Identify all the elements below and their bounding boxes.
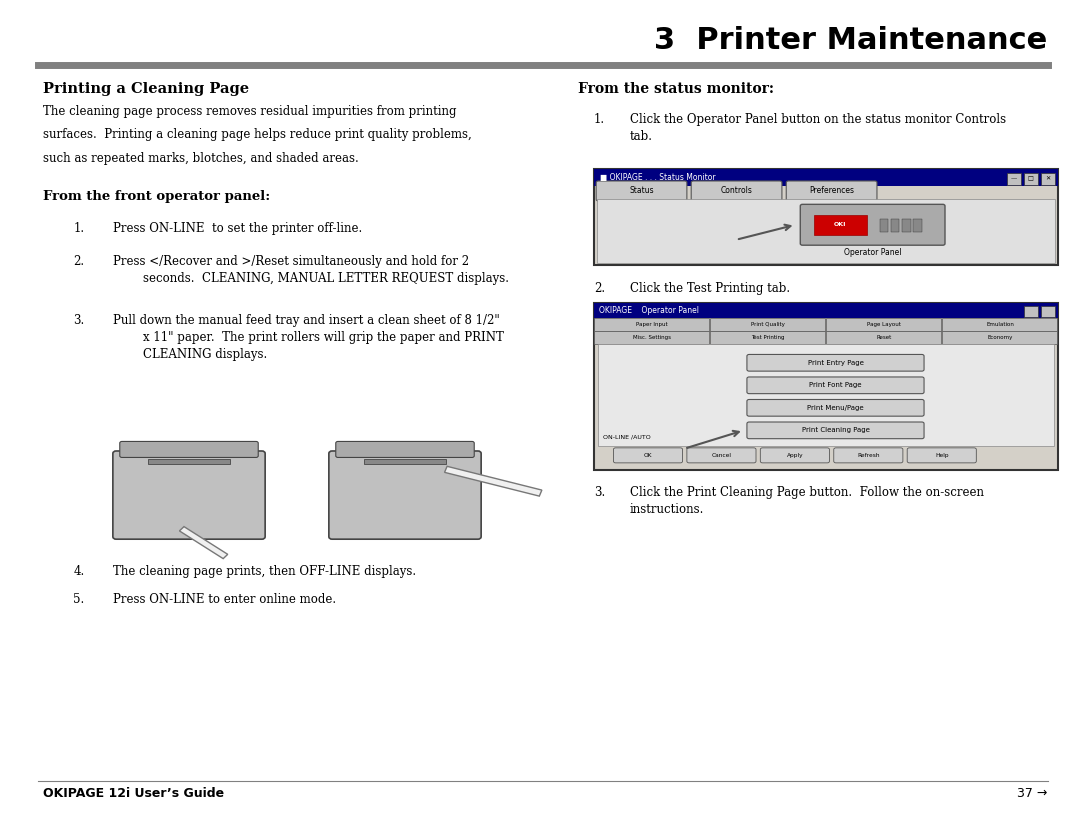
FancyBboxPatch shape [747,422,924,439]
Bar [942,318,1057,331]
FancyBboxPatch shape [112,451,266,540]
FancyBboxPatch shape [120,441,258,458]
Text: The cleaning page process removes residual impurities from printing: The cleaning page process removes residu… [43,105,457,118]
Text: From the front operator panel:: From the front operator panel: [43,190,270,203]
Text: OKIPAGE 12i User’s Guide: OKIPAGE 12i User’s Guide [43,787,225,801]
Bar [826,331,942,344]
Text: 1.: 1. [73,222,84,235]
Bar [594,169,1058,265]
Bar [1041,173,1055,185]
Text: □: □ [1028,176,1034,181]
FancyBboxPatch shape [747,399,924,416]
Bar [1041,306,1055,317]
Text: Print Font Page: Print Font Page [809,382,862,389]
Text: 4.: 4. [73,565,84,579]
Text: OKI: OKI [834,223,847,227]
Text: 2.: 2. [594,282,605,295]
FancyBboxPatch shape [687,448,756,463]
Text: Pull down the manual feed tray and insert a clean sheet of 8 1/2"
        x 11" : Pull down the manual feed tray and inser… [113,314,504,360]
Text: Page Layout: Page Layout [867,322,901,327]
Bar [813,214,867,235]
Text: Misc. Settings: Misc. Settings [633,335,671,340]
Text: Click the Print Cleaning Page button.  Follow the on-screen
instructions.: Click the Print Cleaning Page button. Fo… [630,486,984,516]
Text: Click the Operator Panel button on the status monitor Controls
tab.: Click the Operator Panel button on the s… [630,113,1005,143]
Bar [879,219,888,233]
Bar [598,344,1054,446]
Text: Help: Help [935,453,948,458]
Text: From the status monitor:: From the status monitor: [578,82,773,96]
Text: Click the Test Printing tab.: Click the Test Printing tab. [630,282,789,295]
Text: Press </Recover and >/Reset simultaneously and hold for 2
        seconds.  CLEA: Press </Recover and >/Reset simultaneous… [113,255,510,285]
Text: Refresh: Refresh [858,453,879,458]
Text: Economy: Economy [988,335,1013,340]
Bar [364,459,446,464]
Text: 3  Printer Maintenance: 3 Printer Maintenance [654,26,1048,54]
Text: Paper Input: Paper Input [636,322,667,327]
Bar [594,331,708,344]
Text: The cleaning page prints, then OFF-LINE displays.: The cleaning page prints, then OFF-LINE … [113,565,417,579]
Text: 2.: 2. [73,255,84,269]
Bar [148,459,230,464]
Bar [594,318,708,331]
Bar [826,318,942,331]
Bar [902,219,910,233]
Bar [1007,173,1021,185]
Text: Apply: Apply [786,453,804,458]
Text: Status: Status [630,187,653,195]
Text: Print Cleaning Page: Print Cleaning Page [801,427,869,434]
Bar [711,331,825,344]
Text: ON-LINE /AUTO: ON-LINE /AUTO [603,435,650,440]
Text: 3.: 3. [73,314,84,327]
Text: Print Menu/Page: Print Menu/Page [807,404,864,411]
Text: surfaces.  Printing a cleaning page helps reduce print quality problems,: surfaces. Printing a cleaning page helps… [43,128,472,142]
FancyBboxPatch shape [800,204,945,245]
Text: Test Printing: Test Printing [752,335,785,340]
Bar [1024,306,1038,317]
Text: Reset: Reset [877,335,892,340]
FancyBboxPatch shape [747,354,924,371]
Text: Emulation: Emulation [986,322,1014,327]
FancyBboxPatch shape [691,181,782,201]
Bar [597,199,1055,263]
Text: Cancel: Cancel [712,453,731,458]
FancyBboxPatch shape [613,448,683,463]
FancyBboxPatch shape [760,448,829,463]
Text: Press ON-LINE to enter online mode.: Press ON-LINE to enter online mode. [113,593,337,606]
Text: 5.: 5. [73,593,84,606]
Text: 37 →: 37 → [1017,787,1048,801]
Text: such as repeated marks, blotches, and shaded areas.: such as repeated marks, blotches, and sh… [43,152,359,165]
Text: ■ OKIPAGE . . . Status Monitor: ■ OKIPAGE . . . Status Monitor [600,173,716,182]
Text: Print Entry Page: Print Entry Page [808,359,863,366]
Text: ✕: ✕ [1045,176,1051,181]
Bar [1024,173,1038,185]
FancyArrow shape [179,526,228,559]
Text: Printing a Cleaning Page: Printing a Cleaning Page [43,82,249,96]
Bar [942,331,1057,344]
Text: Print Quality: Print Quality [752,322,785,327]
FancyBboxPatch shape [747,377,924,394]
Bar [914,219,922,233]
Text: 1.: 1. [594,113,605,126]
Text: Press ON-LINE  to set the printer off-line.: Press ON-LINE to set the printer off-lin… [113,222,363,235]
FancyBboxPatch shape [834,448,903,463]
Bar [711,318,825,331]
Text: 3.: 3. [594,486,605,500]
FancyBboxPatch shape [596,181,687,201]
FancyArrow shape [445,466,542,496]
Bar [891,219,900,233]
FancyBboxPatch shape [336,441,474,458]
Text: Controls: Controls [720,187,753,195]
FancyBboxPatch shape [786,181,877,201]
Text: OK: OK [644,453,652,458]
Bar [594,303,1058,470]
Bar [594,169,1058,186]
Text: OKIPAGE    Operator Panel: OKIPAGE Operator Panel [599,306,700,314]
FancyBboxPatch shape [329,451,482,540]
Text: Preferences: Preferences [809,187,854,195]
Text: —: — [1011,176,1016,181]
FancyBboxPatch shape [907,448,976,463]
Bar [594,303,1058,318]
Text: Operator Panel: Operator Panel [843,248,902,257]
